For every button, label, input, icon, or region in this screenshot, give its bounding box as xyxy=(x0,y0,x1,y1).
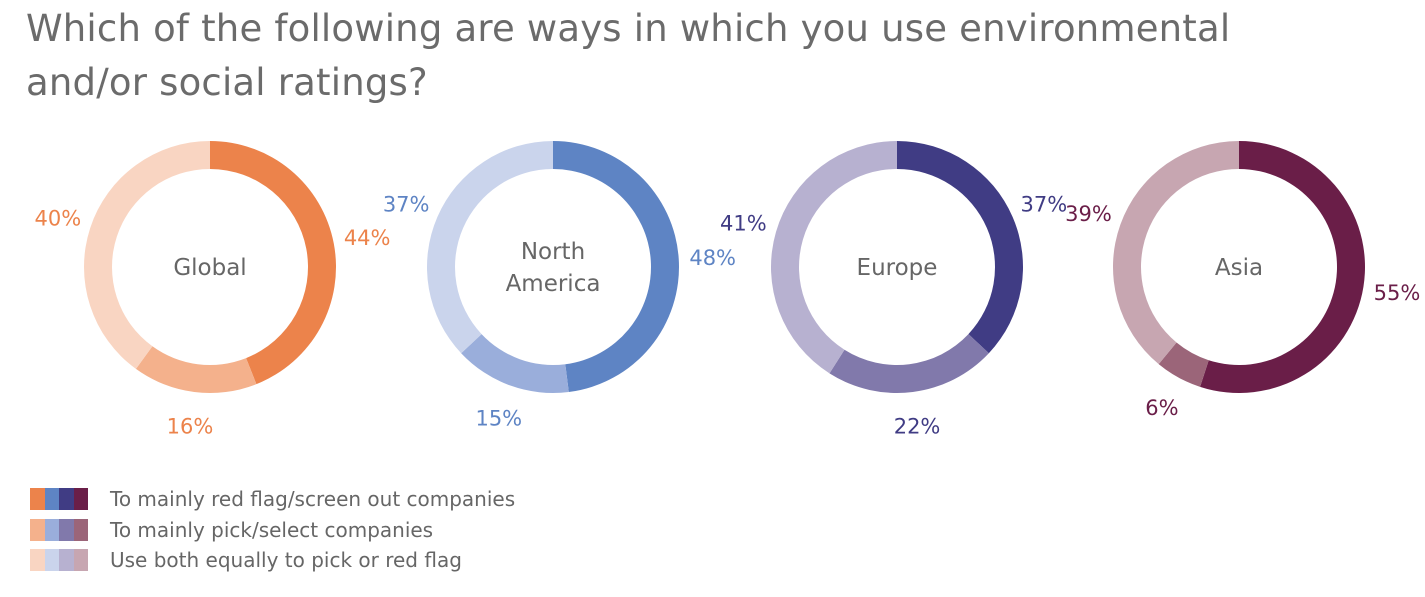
legend-swatch-global xyxy=(30,518,45,541)
legend-swatch-global xyxy=(30,488,45,511)
data-label-north-america-red-flag: 48% xyxy=(689,246,736,270)
center-label-europe: Europe xyxy=(857,255,938,281)
legend-swatch-asia xyxy=(73,549,88,572)
data-label-asia-pick: 6% xyxy=(1145,396,1178,420)
legend-label: To mainly red flag/screen out companies xyxy=(110,487,516,512)
data-label-asia-both: 39% xyxy=(1065,202,1112,226)
legend-swatch-global xyxy=(30,549,45,572)
slice-europe-red-flag xyxy=(897,141,1023,354)
legend-swatch-asia xyxy=(73,488,88,511)
data-label-global-red-flag: 44% xyxy=(344,226,391,250)
legend-swatch-asia xyxy=(73,518,88,541)
legend-swatch-europe xyxy=(59,549,74,572)
center-label-global: Global xyxy=(173,255,246,281)
slice-asia-red-flag xyxy=(1200,141,1365,393)
legend-swatch-north-america xyxy=(44,549,59,572)
legend-item-both: Use both equally to pick or red flag xyxy=(30,545,515,576)
slice-europe-both xyxy=(771,141,897,374)
legend-label: To mainly pick/select companies xyxy=(110,517,434,542)
donut-global: 44% 16% 40% Global xyxy=(34,141,391,439)
data-label-north-america-both: 37% xyxy=(383,192,430,216)
center-label-asia: Asia xyxy=(1215,255,1263,281)
data-label-global-both: 40% xyxy=(34,207,81,231)
legend-swatches xyxy=(30,549,88,572)
slice-global-red-flag xyxy=(210,141,336,385)
slice-asia-both xyxy=(1113,141,1239,365)
slice-north-america-red-flag xyxy=(553,141,680,393)
slice-north-america-both xyxy=(427,141,553,354)
legend-label: Use both equally to pick or red flag xyxy=(110,548,462,573)
legend-item-pick: To mainly pick/select companies xyxy=(30,515,515,546)
data-label-north-america-pick: 15% xyxy=(475,407,522,431)
center-label-north-america: North xyxy=(521,239,585,265)
slice-global-both xyxy=(84,141,210,369)
legend-swatch-europe xyxy=(59,488,74,511)
chart-title: Which of the following are ways in which… xyxy=(26,7,1231,104)
legend-swatch-north-america xyxy=(44,488,59,511)
legend-swatches xyxy=(30,488,88,511)
legend-swatch-north-america xyxy=(44,518,59,541)
slice-asia-pick xyxy=(1158,342,1209,387)
slice-north-america-pick xyxy=(461,334,569,393)
data-label-europe-pick: 22% xyxy=(894,415,941,439)
data-label-asia-red-flag: 55% xyxy=(1374,281,1421,305)
data-label-europe-both: 41% xyxy=(720,211,767,235)
donut-asia: 55% 6% 39% Asia xyxy=(1065,141,1420,420)
slice-global-pick xyxy=(135,346,257,393)
slice-europe-pick xyxy=(829,334,989,393)
legend: To mainly red flag/screen out companies … xyxy=(30,484,515,576)
data-label-europe-red-flag: 37% xyxy=(1020,192,1067,216)
donut-europe: 37% 22% 41% Europe xyxy=(720,141,1067,439)
donut-north-america: 48% 15% 37% North America xyxy=(383,141,736,431)
legend-swatches xyxy=(30,518,88,541)
center-label-north-america: America xyxy=(506,271,601,297)
legend-item-red-flag: To mainly red flag/screen out companies xyxy=(30,484,515,515)
data-label-global-pick: 16% xyxy=(167,415,214,439)
legend-swatch-europe xyxy=(59,518,74,541)
